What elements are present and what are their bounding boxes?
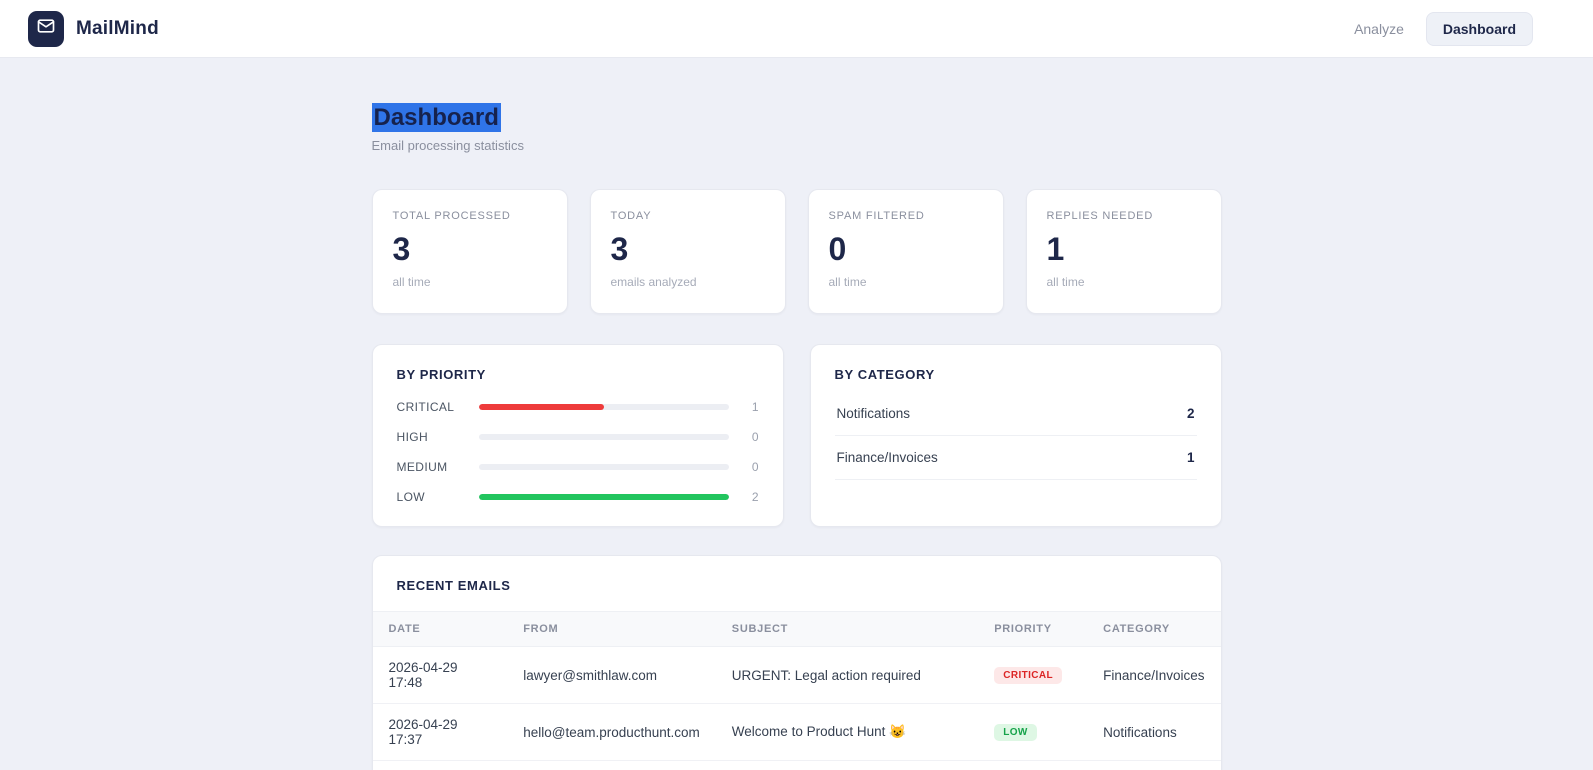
email-subject: URGENT: Legal action required — [715, 646, 979, 705]
by-category-title: BY CATEGORY — [834, 367, 935, 383]
priority-row-medium: MEDIUM 0 — [397, 460, 759, 474]
recent-emails-title: RECENT EMAILS — [396, 578, 511, 594]
by-priority-title: BY PRIORITY — [396, 367, 486, 383]
email-category: Notifications — [1087, 761, 1220, 770]
envelope-icon — [36, 16, 56, 41]
stat-value: 3 — [392, 231, 411, 267]
table-header-row: DATE FROM SUBJECT PRIORITY CATEGORY — [372, 611, 1221, 648]
stat-caption: all time — [1046, 275, 1085, 290]
priority-rows: CRITICAL 1 HIGH 0 MEDIUM — [397, 400, 759, 504]
priority-bar-fill — [478, 494, 729, 501]
category-label: Notifications — [836, 406, 911, 422]
page-subtitle: Email processing statistics — [371, 138, 524, 153]
table-row[interactable]: 2026-04-29 17:37 hello@team.producthunt.… — [372, 703, 1221, 762]
priority-bar-fill — [478, 404, 604, 411]
table-row[interactable]: 2026-04-29 10:27 wohnenab60@zuerich.ch S… — [373, 761, 1221, 770]
brand: MailMind — [28, 10, 159, 47]
stat-caption: all time — [392, 275, 431, 290]
stat-caption: emails analyzed — [610, 275, 697, 290]
recent-emails-card: RECENT EMAILS DATE FROM SUBJECT PRIORITY… — [371, 555, 1222, 770]
stat-label: TOTAL PROCESSED — [392, 210, 511, 222]
category-label: Finance/Invoices — [836, 450, 938, 466]
email-from: wohnenab60@zuerich.ch — [507, 761, 716, 770]
column-header-priority: PRIORITY — [978, 611, 1088, 648]
priority-label: CRITICAL — [396, 400, 455, 415]
priority-badge: LOW — [994, 724, 1037, 742]
email-from: hello@team.producthunt.com — [507, 703, 716, 762]
by-category-card: BY CATEGORY Notifications 2 Finance/Invo… — [809, 344, 1222, 528]
nav-analyze[interactable]: Analyze — [1354, 20, 1404, 37]
nav-dashboard[interactable]: Dashboard — [1425, 11, 1533, 46]
priority-label: LOW — [396, 490, 426, 505]
brand-name: MailMind — [76, 17, 159, 39]
email-category: Finance/Invoices — [1087, 646, 1221, 705]
top-nav: Analyze Dashboard — [1354, 11, 1533, 46]
category-count: 2 — [1186, 406, 1195, 422]
stat-value: 0 — [828, 231, 847, 267]
stats-row: TOTAL PROCESSED 3 all time TODAY 3 email… — [371, 189, 1222, 315]
by-priority-card: BY PRIORITY CRITICAL 1 HIGH — [371, 344, 784, 528]
priority-bar-track — [478, 404, 729, 411]
middle-row: BY PRIORITY CRITICAL 1 HIGH — [371, 344, 1222, 528]
priority-count: 0 — [751, 430, 759, 445]
email-category: Notifications — [1087, 703, 1221, 762]
mailmind-logo — [28, 10, 64, 47]
priority-row-high: HIGH 0 — [397, 430, 759, 444]
email-date: 2026-04-29 17:48 — [372, 646, 508, 705]
priority-bar-track — [478, 464, 729, 471]
stat-label: TODAY — [610, 210, 652, 222]
priority-label: MEDIUM — [396, 460, 448, 475]
column-header-date: DATE — [372, 611, 508, 648]
page-title-text: Dashboard — [371, 103, 501, 132]
email-subject: Welcome to Product Hunt 😺 — [715, 703, 979, 762]
email-date: 2026-04-29 10:27 — [373, 761, 508, 770]
stat-card-spam-filtered: SPAM FILTERED 0 all time — [807, 189, 1004, 315]
priority-count: 0 — [751, 460, 759, 475]
stat-card-total-processed: TOTAL PROCESSED 3 all time — [371, 189, 568, 315]
stat-card-today: TODAY 3 emails analyzed — [589, 189, 786, 315]
stat-caption: all time — [828, 275, 867, 290]
main-content: Dashboard Email processing statistics TO… — [371, 58, 1222, 770]
stat-label: REPLIES NEEDED — [1046, 210, 1154, 222]
table-row[interactable]: 2026-04-29 17:48 lawyer@smithlaw.com URG… — [372, 646, 1221, 705]
column-header-subject: SUBJECT — [715, 611, 979, 648]
category-row-finance: Finance/Invoices 1 — [834, 436, 1197, 481]
priority-count: 2 — [751, 490, 759, 505]
priority-count: 1 — [751, 400, 759, 415]
stat-card-replies-needed: REPLIES NEEDED 1 all time — [1025, 189, 1222, 315]
category-rows: Notifications 2 Finance/Invoices 1 — [834, 392, 1197, 481]
priority-row-critical: CRITICAL 1 — [397, 400, 759, 414]
priority-label: HIGH — [396, 430, 429, 445]
email-subject: Stiftung Alterswohnungen der Stadt Züric… — [716, 761, 978, 770]
column-header-category: CATEGORY — [1087, 611, 1221, 648]
page-title: Dashboard — [371, 103, 501, 132]
top-bar: MailMind Analyze Dashboard — [0, 0, 1593, 58]
recent-emails-table: DATE FROM SUBJECT PRIORITY CATEGORY 2026… — [372, 611, 1221, 770]
priority-bar-track — [478, 434, 729, 441]
email-from: lawyer@smithlaw.com — [507, 646, 716, 705]
email-date: 2026-04-29 17:37 — [372, 703, 508, 762]
category-count: 1 — [1186, 450, 1195, 466]
category-row-notifications: Notifications 2 — [834, 392, 1197, 437]
priority-row-low: LOW 2 — [397, 490, 759, 504]
priority-bar-track — [478, 494, 729, 501]
priority-badge: CRITICAL — [994, 667, 1063, 685]
recent-emails-header: RECENT EMAILS — [373, 556, 1221, 611]
stat-label: SPAM FILTERED — [828, 210, 925, 222]
stat-value: 3 — [610, 231, 629, 267]
column-header-from: FROM — [507, 611, 716, 648]
stat-value: 1 — [1046, 231, 1065, 267]
